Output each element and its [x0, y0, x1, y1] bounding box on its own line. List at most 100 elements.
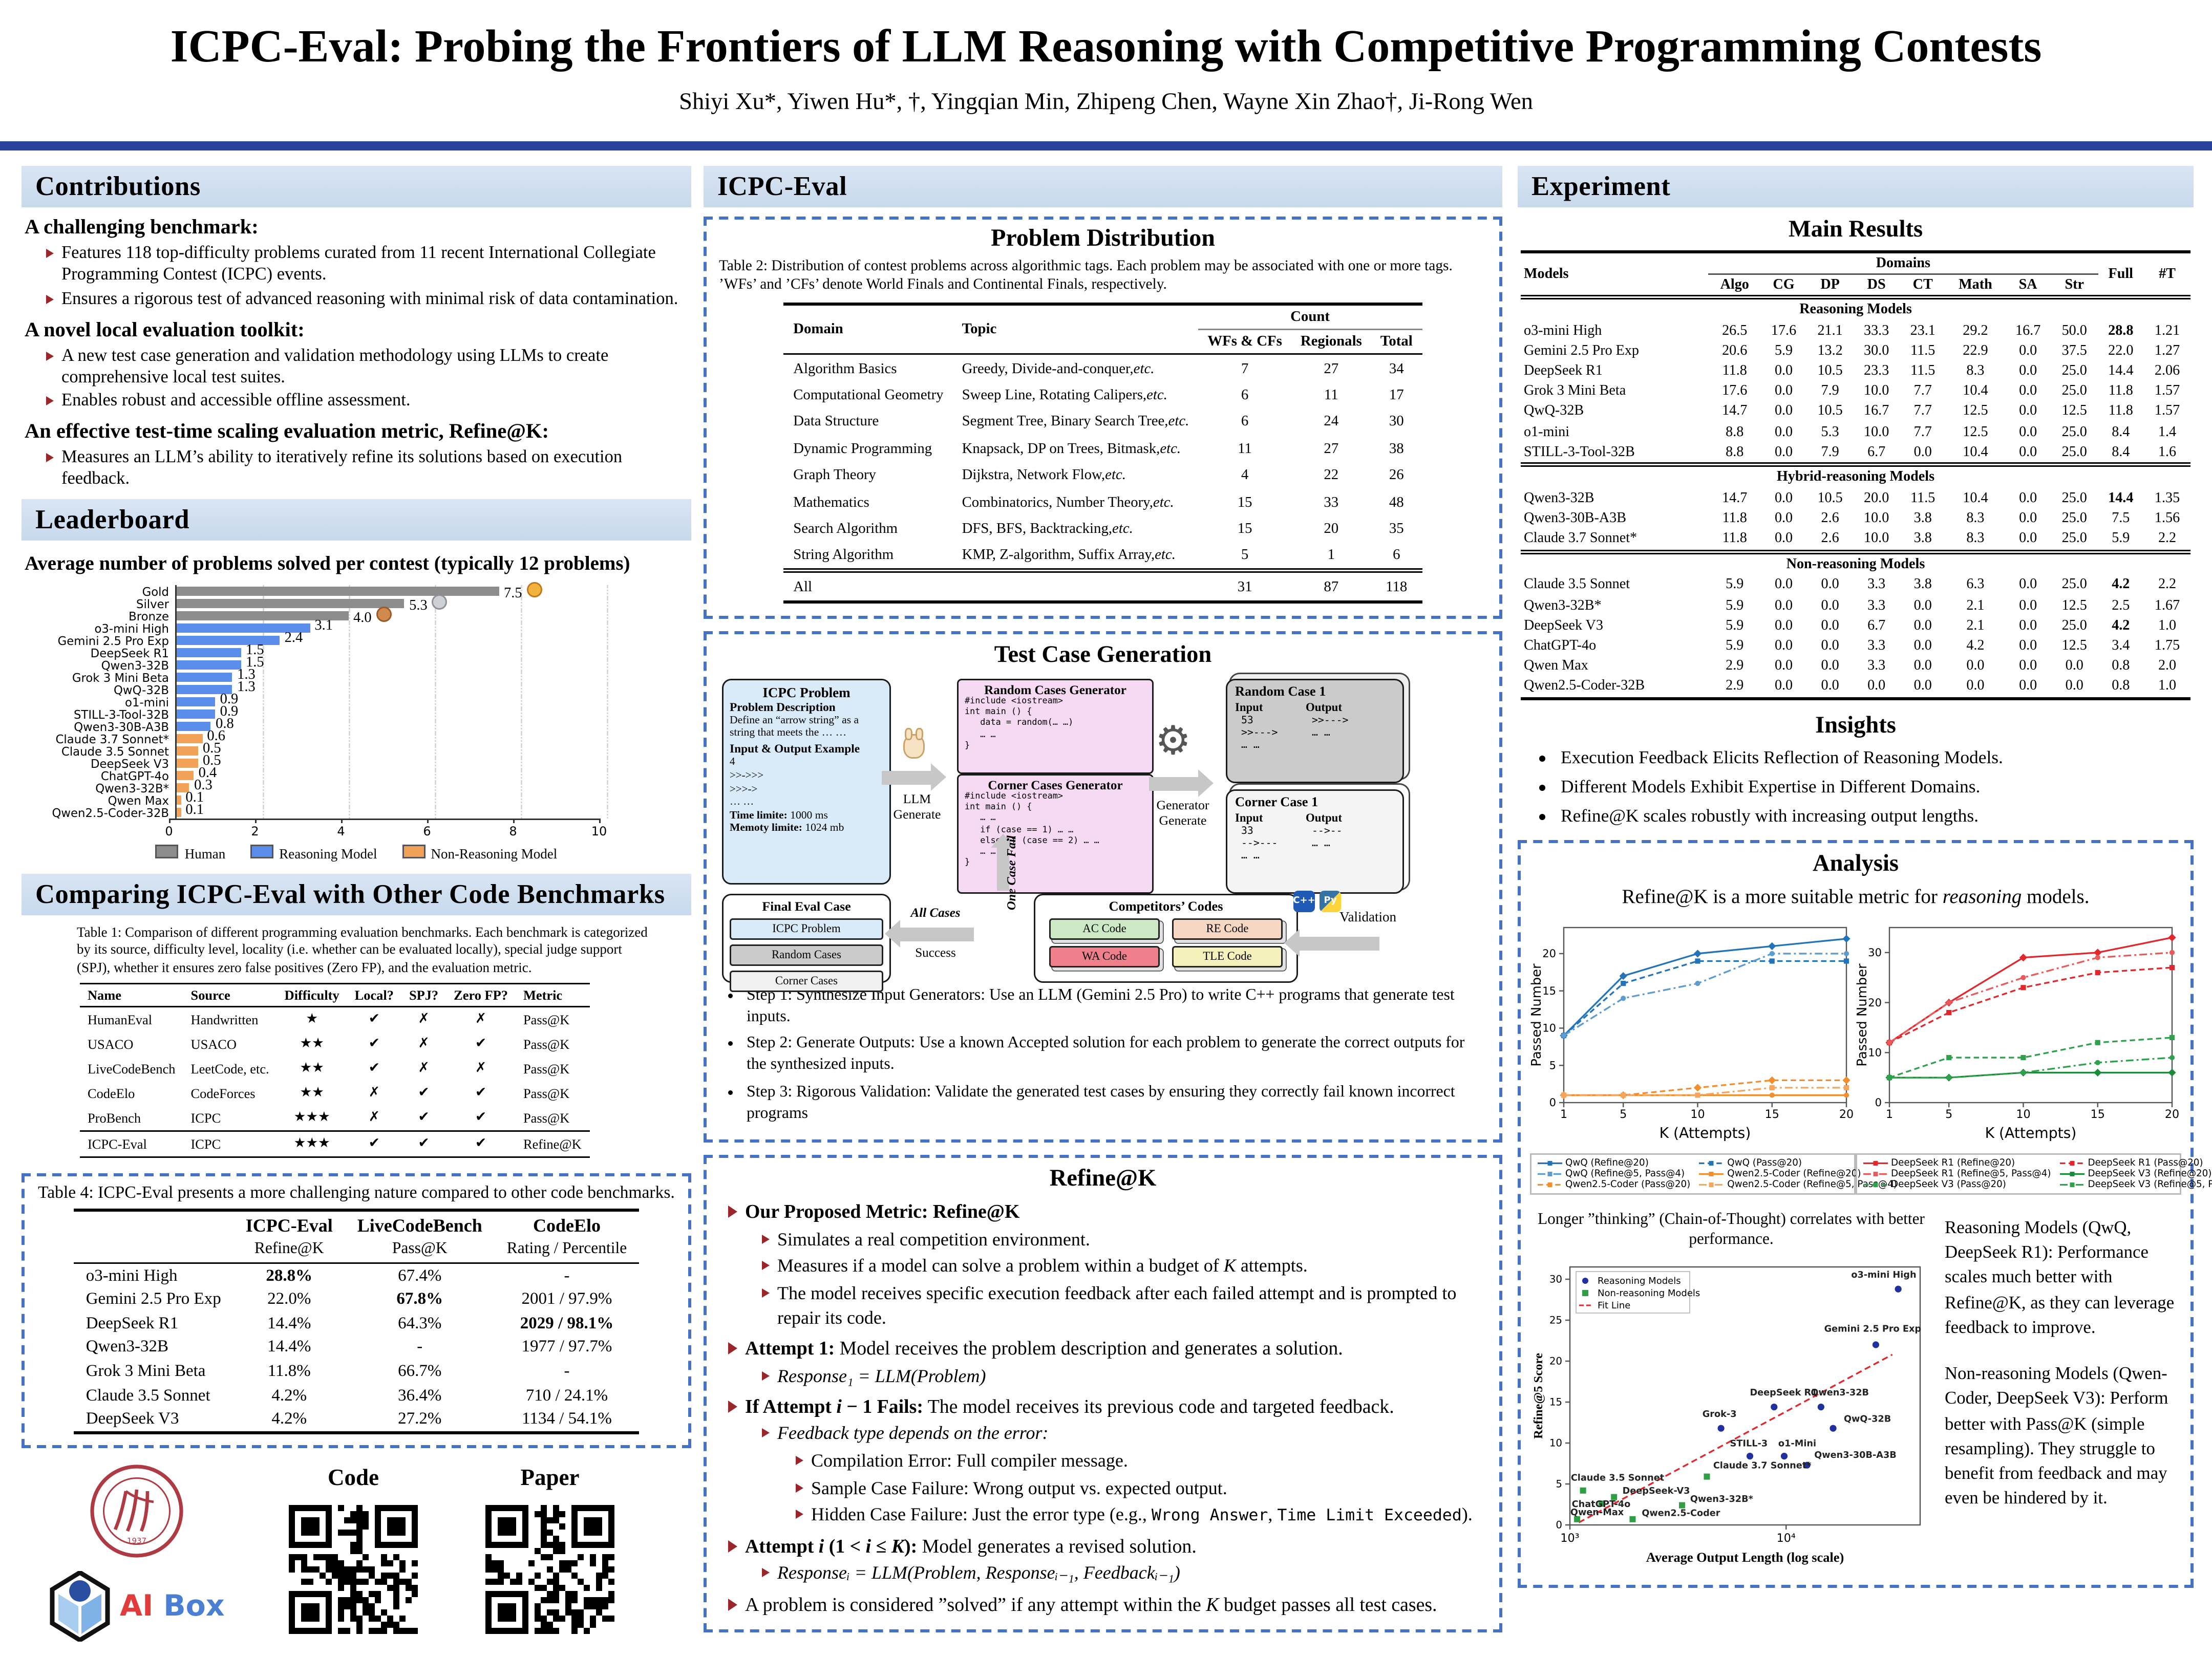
mr-value: 0.0 [1913, 445, 1932, 461]
left-column: Contributions A challenging benchmark: Fe… [22, 166, 691, 1657]
mr-value: 7.7 [1913, 424, 1932, 440]
svg-text:Qwen3-32B: Qwen3-32B [1811, 1388, 1869, 1398]
final-eval-chips: ICPC Problem Random Cases Corner Cases [730, 918, 883, 992]
mr-value: 0.0 [1946, 677, 2005, 701]
count-cell: 4 [1241, 467, 1249, 484]
mr-value: 0.0 [2019, 491, 2037, 507]
memory-limit-value: 1024 mb [805, 822, 844, 834]
table1-cell: ✔ [446, 1130, 516, 1158]
leaderboard-bar-row: DeepSeek V3 0.5 [22, 754, 691, 770]
table1-cell: ✔ [475, 1085, 487, 1101]
legend-label: Human [184, 846, 226, 862]
svg-text:Refine@5 Score: Refine@5 Score [1532, 1353, 1545, 1439]
mr-value: 0.0 [1774, 363, 1793, 379]
analysis-paragraph-2: Non-reasoning Models (Qwen-Coder, DeepSe… [1945, 1364, 2168, 1509]
bar-label: Qwen3-30B-A3B [74, 719, 169, 734]
code-line: if (case == 1) … … [965, 825, 1074, 835]
legend-entry: QwQ (Refine@20) [1538, 1158, 1690, 1169]
mr-domain-col: Algo [1720, 277, 1749, 293]
legend-entry: DeepSeek R1 (Refine@20) [1863, 1158, 2051, 1169]
table1-header: Source [183, 982, 277, 1007]
topic-cell: Knapsack, DP on Trees, Bitmask,etc. [962, 440, 1181, 458]
total-value: 31 [1198, 569, 1291, 604]
svg-text:30: 30 [1868, 946, 1882, 959]
mr-full-value: 0.8 [2097, 677, 2144, 701]
legend-label: DeepSeek R1 (Refine@5, Pass@4) [1891, 1169, 2051, 1179]
bar-value: 0.9 [220, 693, 239, 708]
contribution-item: Measures an LLM’s ability to iteratively… [46, 447, 691, 490]
table4-value: - [564, 1266, 570, 1285]
svg-text:Qwen-Max: Qwen-Max [1570, 1508, 1624, 1518]
random-case-table: Input Output 53 >>---> >>--->… …… … [1235, 700, 1395, 751]
bullet-triangle-icon [796, 1483, 803, 1493]
mr-section-row: Reasoning Models [1521, 295, 2190, 321]
table2-subheader: WFs & CFs [1198, 330, 1291, 356]
mr-domain-col: Str [2065, 277, 2084, 293]
main-results-title: Main Results [1788, 217, 1923, 243]
mr-value: 0.0 [1774, 578, 1793, 594]
svg-text:5: 5 [1620, 1108, 1627, 1121]
mr-value: 7.7 [1913, 404, 1932, 420]
table-row: DeepSeek V3 5.9 0.0 0.0 6.7 0.0 2.1 0.0 25.0 4.2 1… [1521, 616, 2190, 637]
code-line: … … [965, 814, 996, 824]
bar-value: 1.5 [246, 643, 264, 659]
table-row: Gemini 2.5 Pro Exp 20.6 5.9 13.2 30.0 11.5 22.… [1521, 341, 2190, 362]
legend-label: QwQ (Refine@5, Pass@4) [1565, 1169, 1685, 1179]
svg-text:DeepSeek-V3: DeepSeek-V3 [1623, 1486, 1690, 1496]
mr-domain-col: Math [1959, 277, 1992, 293]
random-generator-title: Random Cases Generator [984, 683, 1126, 697]
leaderboard-chart-title: Average number of problems solved per co… [25, 551, 630, 575]
llm-generate-label: LLM Generate [893, 790, 941, 822]
bar-label: o1-mini [125, 695, 169, 709]
table-row: Graph Theory Dijkstra, Network Flow,etc. 4… [784, 462, 1422, 489]
bar-value: 0.3 [194, 779, 212, 794]
bullet-triangle-icon [46, 396, 54, 406]
mr-value: 22.9 [1963, 343, 1988, 359]
contribution-group-title: A challenging benchmark: [25, 215, 259, 238]
table4-value: 36.4% [398, 1386, 442, 1405]
bar-label: Qwen2.5-Coder-32B [52, 805, 169, 820]
mr-value: 0.0 [1821, 598, 1839, 614]
refine-item: Attempt i (1 < i ≤ K): Model generates a… [728, 1534, 1484, 1559]
final-eval-chip: Corner Cases [730, 970, 883, 992]
mr-full-value: 14.4 [2108, 491, 2134, 507]
refine-item: Our Proposed Metric: Refine@K [728, 1200, 1484, 1225]
mr-domain-col: SA [2018, 277, 2037, 293]
table-row: o3-mini High 28.8% 67.4% - [74, 1263, 640, 1287]
mr-value: 0.0 [1853, 677, 1900, 701]
mr-header-t: #T [2144, 250, 2190, 297]
bar-value: 3.1 [314, 619, 333, 635]
legend-label: DeepSeek R1 (Pass@20) [2088, 1158, 2203, 1169]
bar-value: 0.1 [185, 791, 204, 807]
testcase-steps: Step 1: Synthesize Input Generators: Use… [725, 986, 1487, 1125]
mr-value: 0.0 [1913, 618, 1932, 634]
mr-t-value: 1.35 [2154, 491, 2180, 507]
refine-item-text: A problem is considered ”solved” if any … [745, 1594, 1437, 1616]
count-cell: 35 [1389, 520, 1404, 537]
mr-value: 6.7 [1867, 445, 1886, 461]
io-example-lines: 4 >>->>> >>>->… … [730, 756, 883, 809]
mr-value: 0.0 [2019, 598, 2037, 614]
case-input-header: Input [1235, 700, 1263, 714]
model-name: QwQ-32B [1524, 404, 1584, 420]
mr-full-value: 4.2 [2112, 618, 2130, 634]
competitor-code-chip: TLE Code [1172, 945, 1283, 967]
table1-cell: ★★★ [276, 1130, 347, 1158]
mr-full-value: 11.8 [2108, 404, 2133, 420]
mr-value: 11.5 [1910, 363, 1936, 379]
final-eval-chip: Random Cases [730, 944, 883, 966]
mr-value: 11.8 [1722, 531, 1747, 547]
case-output-header: Output [1306, 810, 1342, 825]
model-name: Qwen3-32B [1524, 491, 1594, 507]
table1-cell: Refine@K [515, 1130, 589, 1158]
mr-value: 0.0 [2065, 659, 2083, 675]
middle-column: ICPC-Eval Problem Distribution Table 2: … [704, 166, 1502, 1633]
table-row: Qwen3-32B 14.7 0.0 10.5 20.0 11.5 10.4 0.0 25.0 1… [1521, 489, 2190, 509]
mr-value: 10.5 [1817, 363, 1843, 379]
legend-label: Qwen2.5-Coder (Pass@20) [1565, 1179, 1691, 1190]
count-cell: 38 [1389, 440, 1404, 458]
model-name: DeepSeek V3 [1524, 618, 1603, 634]
table4-value: 22.0% [267, 1290, 311, 1309]
table2-subheader: Regionals [1291, 330, 1371, 356]
